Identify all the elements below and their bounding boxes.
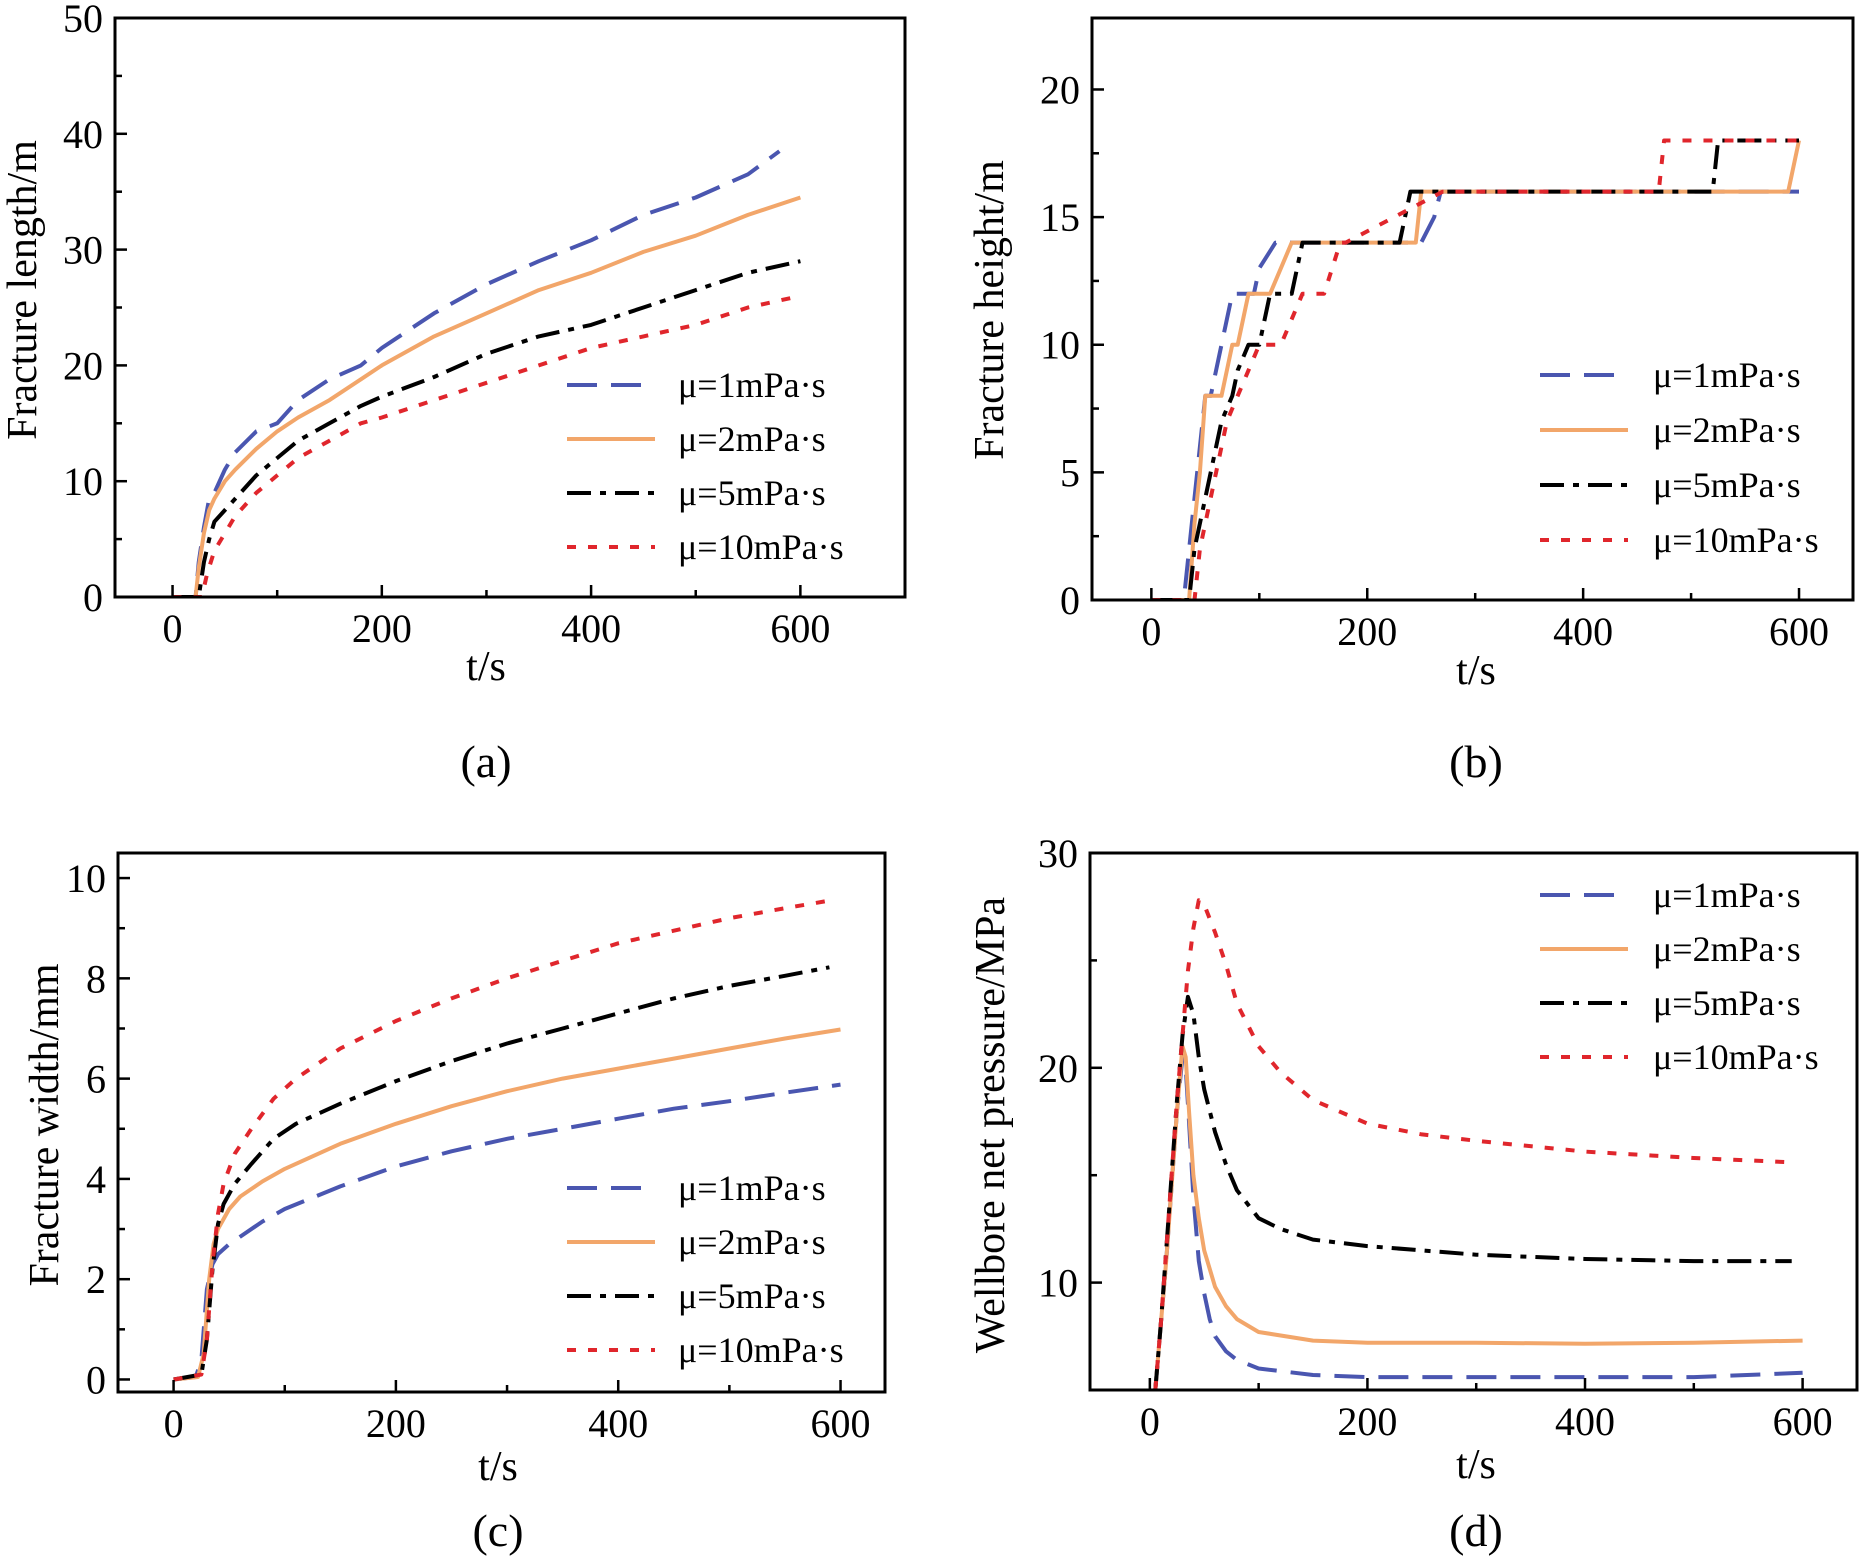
panel-c-y-tick-label: 2: [86, 1257, 106, 1302]
panel-a-legend-label-1: μ=1mPa·s: [678, 365, 826, 405]
panel-c-x-tick-label: 400: [588, 1401, 648, 1446]
panel-a-legend-label-4: μ=10mPa·s: [678, 527, 844, 567]
panel-a-series-line-3: [172, 259, 801, 597]
panel-a-x-tick-label: 400: [561, 606, 621, 651]
panel-d-x-tick-label: 200: [1337, 1399, 1397, 1444]
panel-b-x-axis-label: t/s: [1456, 648, 1496, 694]
panel-a-x-tick-label: 600: [770, 606, 830, 651]
panel-c-x-tick-label: 0: [164, 1401, 184, 1446]
panel-c-caption: (c): [472, 1505, 523, 1556]
panel-c-series-line-4: [173, 898, 830, 1382]
panel-b: 0 200 400 600 0 5 10 15 20 μ=1mPa·s μ=2mPa·s μ=5mPa…: [967, 16, 1855, 787]
panel-a-y-tick-label: 0: [83, 575, 103, 620]
panel-b-y-tick-label: 5: [1060, 450, 1080, 495]
panel-d-legend-label-1: μ=1mPa·s: [1653, 875, 1801, 915]
panel-a-y-tick-label: 50: [63, 0, 103, 41]
panel-c-legend-label-4: μ=10mPa·s: [678, 1330, 844, 1370]
panel-b-legend: μ=1mPa·s μ=2mPa·s μ=5mPa·s μ=10mPa·s: [1540, 355, 1819, 560]
panel-c-x-axis-label: t/s: [478, 1444, 518, 1490]
panel-a-x-tick-label: 0: [163, 606, 183, 651]
panel-d-series-line-4: [1153, 898, 1792, 1390]
panel-b-x-tick-label: 600: [1769, 609, 1829, 654]
panel-c-y-axis-label: Fracture width/mm: [22, 963, 68, 1286]
panel-c-y-tick-label: 0: [86, 1357, 106, 1402]
panel-a-y-axis-label: Fracture length/m: [0, 140, 46, 440]
panel-d-frame: [1088, 851, 1859, 1392]
panel-d: 0 200 400 600 10 20 30 μ=1mPa·s μ=2mPa·s μ=5mPa·s…: [968, 831, 1859, 1556]
panel-c-frame: [116, 851, 887, 1394]
panel-b-legend-label-1: μ=1mPa·s: [1653, 355, 1801, 395]
panel-a-series-line-2: [172, 195, 802, 597]
panel-a-series-line-4: [172, 293, 801, 597]
panel-c-legend: μ=1mPa·s μ=2mPa·s μ=5mPa·s μ=10mPa·s: [567, 1168, 844, 1370]
panel-a-y-tick-label: 40: [63, 112, 103, 157]
panel-c-x-tick-label: 600: [811, 1401, 871, 1446]
panel-b-legend-label-4: μ=10mPa·s: [1653, 520, 1819, 560]
panel-b-y-tick-label: 0: [1060, 578, 1080, 623]
panel-d-x-tick-label: 400: [1555, 1399, 1615, 1444]
panel-c-y-tick-label: 6: [86, 1057, 106, 1102]
panel-b-plot-area: 0 200 400 600 0 5 10 15 20 μ=1mPa·s μ=2mPa·s μ=5mPa…: [1040, 16, 1855, 654]
panel-b-legend-label-3: μ=5mPa·s: [1653, 465, 1801, 505]
panel-d-legend-label-4: μ=10mPa·s: [1653, 1037, 1819, 1077]
panel-c-y-tick-label: 8: [86, 956, 106, 1001]
panel-b-series-group: [1151, 138, 1801, 600]
panel-d-plot-area: 0 200 400 600 10 20 30 μ=1mPa·s μ=2mPa·s μ=5mPa·s…: [1038, 831, 1859, 1444]
panel-b-frame: [1090, 16, 1855, 602]
panel-a-y-tick-label: 20: [63, 343, 103, 388]
panel-b-y-tick-label: 10: [1040, 323, 1080, 368]
panel-b-series-line-4: [1151, 138, 1799, 600]
panel-d-series-line-1: [1153, 1055, 1803, 1390]
panel-b-legend-label-2: μ=2mPa·s: [1653, 410, 1801, 450]
panel-c-y-tick-label: 4: [86, 1157, 106, 1202]
panel-d-series-group: [1153, 898, 1803, 1390]
panel-b-y-axis-label: Fracture height/m: [967, 160, 1013, 460]
panel-d-legend-label-3: μ=5mPa·s: [1653, 983, 1801, 1023]
panel-c: 0 200 400 600 0 2 4 6 8 10 μ=1mPa·s μ=2mPa·s μ=5mPa·…: [22, 851, 887, 1556]
panel-b-x-tick-label: 0: [1141, 609, 1161, 654]
panel-d-y-tick-label: 20: [1038, 1046, 1078, 1091]
panel-d-legend: μ=1mPa·s μ=2mPa·s μ=5mPa·s μ=10mPa·s: [1540, 875, 1819, 1077]
panel-c-series-group: [173, 898, 841, 1382]
panel-c-x-tick-label: 200: [366, 1401, 426, 1446]
panel-d-x-axis-label: t/s: [1456, 1442, 1496, 1488]
panel-c-y-tick-label: 10: [66, 856, 106, 901]
panel-a-legend: μ=1mPa·s μ=2mPa·s μ=5mPa·s μ=10mPa·s: [567, 365, 844, 567]
panel-b-x-tick-label: 200: [1337, 609, 1397, 654]
panel-b-y-tick-label: 15: [1040, 195, 1080, 240]
panel-d-x-tick-label: 600: [1773, 1399, 1833, 1444]
panel-d-x-tick-label: 0: [1140, 1399, 1160, 1444]
panel-d-legend-label-2: μ=2mPa·s: [1653, 929, 1801, 969]
panel-a-series-group: [172, 149, 802, 597]
panel-a: 0 200 400 600 0 10 20 30 40 50 μ=1mPa·s μ=2mPa·s μ=5…: [0, 0, 907, 787]
panel-c-legend-label-2: μ=2mPa·s: [678, 1222, 826, 1262]
panel-c-plot-area: 0 200 400 600 0 2 4 6 8 10 μ=1mPa·s μ=2mPa·s μ=5mPa·…: [66, 851, 887, 1446]
panel-a-caption: (a): [460, 736, 511, 787]
panel-d-series-line-2: [1153, 1044, 1803, 1390]
panel-a-plot-area: 0 200 400 600 0 10 20 30 40 50 μ=1mPa·s μ=2mPa·s μ=5…: [63, 0, 907, 651]
panel-b-y-tick-label: 20: [1040, 67, 1080, 112]
panel-a-y-tick-label: 30: [63, 228, 103, 273]
panel-c-legend-label-3: μ=5mPa·s: [678, 1276, 826, 1316]
panel-c-legend-label-1: μ=1mPa·s: [678, 1168, 826, 1208]
panel-d-y-tick-label: 30: [1038, 831, 1078, 876]
panel-d-y-axis-label: Wellbore net pressure/MPa: [968, 897, 1014, 1354]
panel-b-x-tick-label: 400: [1553, 609, 1613, 654]
panel-b-series-line-3: [1151, 138, 1799, 600]
panel-a-legend-label-3: μ=5mPa·s: [678, 473, 826, 513]
panel-a-y-tick-label: 10: [63, 459, 103, 504]
panel-d-y-tick-label: 10: [1038, 1261, 1078, 1306]
panel-a-x-axis-label: t/s: [466, 644, 506, 690]
panel-d-caption: (d): [1449, 1505, 1503, 1556]
panel-a-x-tick-label: 200: [352, 606, 412, 651]
panel-a-legend-label-2: μ=2mPa·s: [678, 419, 826, 459]
panel-b-caption: (b): [1449, 736, 1503, 787]
